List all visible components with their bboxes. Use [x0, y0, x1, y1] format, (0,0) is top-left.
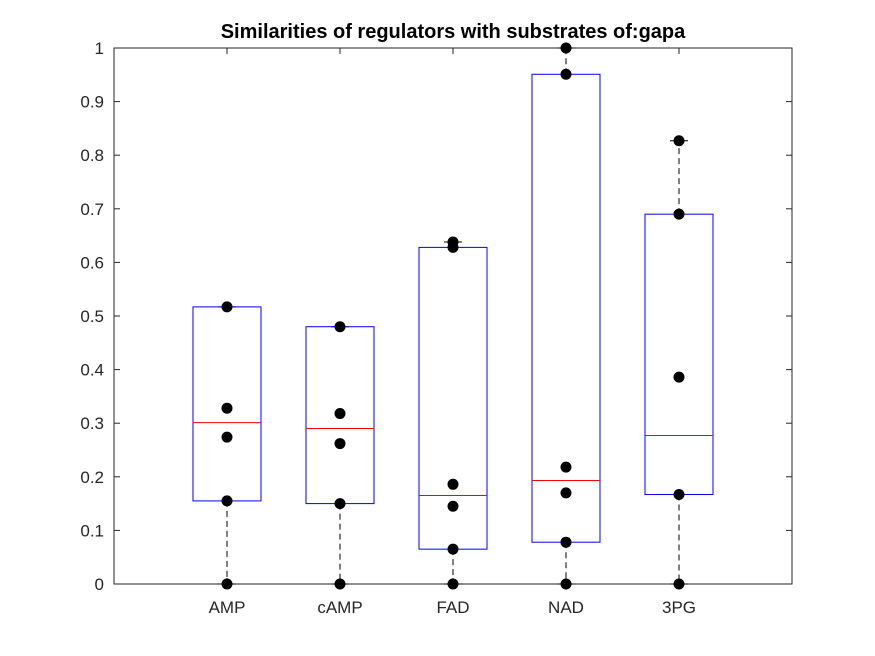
chart-title: Similarities of regulators with substrat…: [221, 21, 686, 43]
data-point: [221, 578, 233, 590]
y-axis: 0 0.1 0.2 0.3 0.4 0.5 0.6 0.7 0.8 0.9 1: [80, 39, 792, 594]
data-point: [673, 488, 685, 500]
data-point: [221, 402, 233, 414]
data-point: [221, 495, 233, 507]
y-tick-label: 0.7: [80, 200, 104, 219]
y-tick-label: 0.9: [80, 93, 104, 112]
data-point: [673, 208, 685, 220]
data-point: [673, 578, 685, 590]
x-tick-label: 3PG: [662, 598, 696, 617]
points-camp: [334, 321, 346, 590]
data-point: [673, 135, 685, 147]
data-point: [560, 578, 572, 590]
data-point: [334, 321, 346, 333]
data-point: [447, 543, 459, 555]
data-point: [560, 487, 572, 499]
x-tick-label: AMP: [209, 598, 246, 617]
data-point: [560, 68, 572, 80]
y-tick-label: 0: [95, 575, 104, 594]
data-point: [447, 478, 459, 490]
x-axis: AMP cAMP FAD NAD 3PG: [209, 48, 696, 617]
data-point: [560, 42, 572, 54]
y-tick-label: 0.1: [80, 521, 104, 540]
data-point: [334, 578, 346, 590]
data-point: [221, 301, 233, 313]
x-tick-label: FAD: [436, 598, 469, 617]
y-tick-label: 0.3: [80, 414, 104, 433]
y-tick-label: 0.6: [80, 253, 104, 272]
points-amp: [221, 301, 233, 590]
data-point: [447, 500, 459, 512]
points-nad: [560, 42, 572, 590]
data-point: [334, 438, 346, 450]
data-point: [447, 578, 459, 590]
data-point: [560, 461, 572, 473]
data-point: [447, 236, 459, 248]
data-point: [221, 431, 233, 443]
x-tick-label: NAD: [548, 598, 584, 617]
points-layer: [221, 42, 685, 590]
data-point: [560, 536, 572, 548]
points-fad: [447, 236, 459, 590]
y-tick-label: 0.2: [80, 468, 104, 487]
data-point: [673, 371, 685, 383]
y-tick-label: 0.5: [80, 307, 104, 326]
y-tick-label: 1: [95, 39, 104, 58]
data-point: [334, 408, 346, 420]
y-tick-label: 0.4: [80, 361, 104, 380]
points-3pg: [673, 135, 685, 590]
data-point: [334, 498, 346, 510]
x-tick-label: cAMP: [317, 598, 362, 617]
y-tick-label: 0.8: [80, 146, 104, 165]
